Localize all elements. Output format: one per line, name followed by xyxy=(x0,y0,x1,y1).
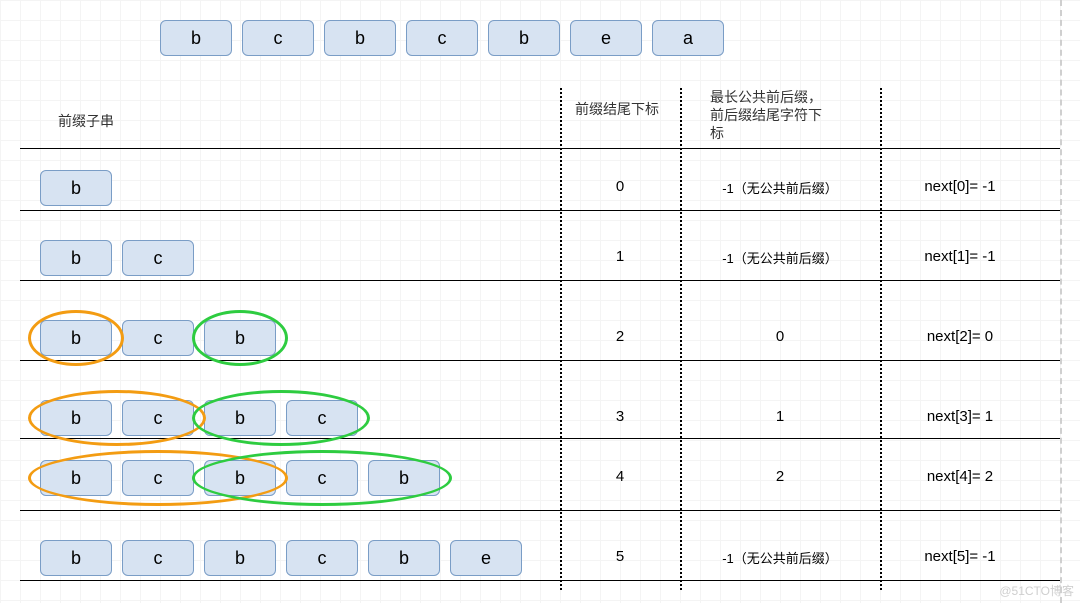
row5-char4: b xyxy=(368,540,440,576)
row5-end-idx: 5 xyxy=(540,548,700,565)
row4-char2: b xyxy=(204,460,276,496)
row5-lcp: -1（无公共前后缀） xyxy=(700,548,860,567)
table-hr-6 xyxy=(20,580,1060,581)
top-char-4: b xyxy=(488,20,560,56)
table-hr-1 xyxy=(20,210,1060,211)
row2-next-label: next[2]= 0 xyxy=(880,328,1040,345)
row3-char2: b xyxy=(204,400,276,436)
row1-lcp: -1（无公共前后缀） xyxy=(700,248,860,267)
top-char-3: c xyxy=(406,20,478,56)
row4-char3: c xyxy=(286,460,358,496)
top-char-5: e xyxy=(570,20,642,56)
row4-char0: b xyxy=(40,460,112,496)
row0-char0: b xyxy=(40,170,112,206)
row1-next-label: next[1]= -1 xyxy=(880,248,1040,265)
row3-end-idx: 3 xyxy=(540,408,700,425)
row0-end-idx: 0 xyxy=(540,178,700,195)
row2-char0: b xyxy=(40,320,112,356)
grid-background xyxy=(0,0,1080,603)
row3-lcp: 1 xyxy=(700,408,860,425)
row4-end-idx: 4 xyxy=(540,468,700,485)
top-char-2: b xyxy=(324,20,396,56)
row1-char1: c xyxy=(122,240,194,276)
row2-char2: b xyxy=(204,320,276,356)
row5-char2: b xyxy=(204,540,276,576)
row2-lcp: 0 xyxy=(700,328,860,345)
row3-char1: c xyxy=(122,400,194,436)
table-hr-0 xyxy=(20,148,1060,149)
page-dashed-border xyxy=(1060,0,1062,603)
table-hr-5 xyxy=(20,510,1060,511)
row5-char1: c xyxy=(122,540,194,576)
row3-char3: c xyxy=(286,400,358,436)
row4-char4: b xyxy=(368,460,440,496)
row1-end-idx: 1 xyxy=(540,248,700,265)
row5-char5: e xyxy=(450,540,522,576)
header-longest-common: 最长公共前后缀， 前后缀结尾字符下 标 xyxy=(710,88,860,143)
top-char-1: c xyxy=(242,20,314,56)
row0-next-label: next[0]= -1 xyxy=(880,178,1040,195)
row4-lcp: 2 xyxy=(700,468,860,485)
table-hr-3 xyxy=(20,360,1060,361)
header-prefix-substr: 前缀子串 xyxy=(58,112,114,130)
watermark: @51CTO博客 xyxy=(999,582,1074,599)
row5-next-label: next[5]= -1 xyxy=(880,548,1040,565)
top-char-0: b xyxy=(160,20,232,56)
row4-next-label: next[4]= 2 xyxy=(880,468,1040,485)
row2-end-idx: 2 xyxy=(540,328,700,345)
table-hr-2 xyxy=(20,280,1060,281)
row2-char1: c xyxy=(122,320,194,356)
row0-lcp: -1（无公共前后缀） xyxy=(700,178,860,197)
row3-next-label: next[3]= 1 xyxy=(880,408,1040,425)
top-char-6: a xyxy=(652,20,724,56)
row5-char3: c xyxy=(286,540,358,576)
row3-char0: b xyxy=(40,400,112,436)
row4-char1: c xyxy=(122,460,194,496)
row5-char0: b xyxy=(40,540,112,576)
header-prefix-end-idx: 前缀结尾下标 xyxy=(575,100,659,118)
table-hr-4 xyxy=(20,438,1060,439)
row1-char0: b xyxy=(40,240,112,276)
